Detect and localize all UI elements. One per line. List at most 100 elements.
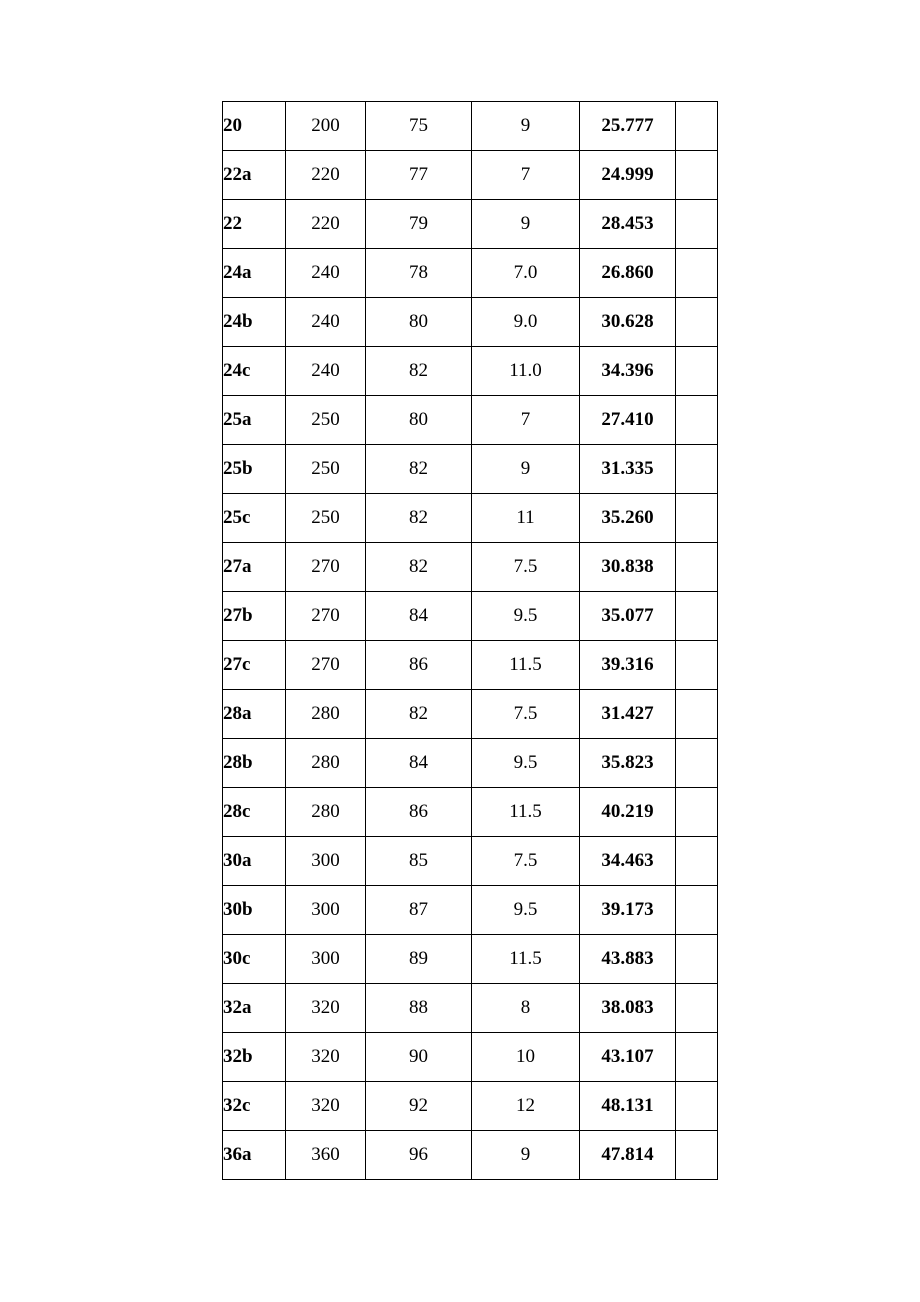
table-row: 27b270849.535.077 [223, 592, 718, 641]
table-cell: 31.335 [580, 445, 676, 494]
table-cell: 40.219 [580, 788, 676, 837]
table-cell: 25c [223, 494, 286, 543]
table-cell: 280 [286, 690, 366, 739]
table-cell: 9 [472, 200, 580, 249]
table-cell [676, 1131, 718, 1180]
table-row: 24c2408211.034.396 [223, 347, 718, 396]
table-cell: 92 [366, 1082, 472, 1131]
table-cell: 86 [366, 641, 472, 690]
table-cell: 12 [472, 1082, 580, 1131]
page: 2020075925.77722a22077724.9992222079928.… [0, 0, 920, 1302]
table-row: 32a32088838.083 [223, 984, 718, 1033]
table-cell: 96 [366, 1131, 472, 1180]
table-cell: 39.173 [580, 886, 676, 935]
table-cell: 270 [286, 543, 366, 592]
table-cell [676, 837, 718, 886]
table-cell: 26.860 [580, 249, 676, 298]
table-cell [676, 641, 718, 690]
table-cell: 28a [223, 690, 286, 739]
table-cell: 320 [286, 1082, 366, 1131]
table-cell [676, 445, 718, 494]
table-cell: 39.316 [580, 641, 676, 690]
table-cell: 47.814 [580, 1131, 676, 1180]
table-cell: 31.427 [580, 690, 676, 739]
table-row: 2222079928.453 [223, 200, 718, 249]
table-cell: 240 [286, 298, 366, 347]
table-row: 30b300879.539.173 [223, 886, 718, 935]
table-cell: 27.410 [580, 396, 676, 445]
table-row: 28b280849.535.823 [223, 739, 718, 788]
table-cell: 75 [366, 102, 472, 151]
table-row: 27a270827.530.838 [223, 543, 718, 592]
table-row: 24b240809.030.628 [223, 298, 718, 347]
table-cell: 7.0 [472, 249, 580, 298]
table-cell [676, 298, 718, 347]
table-cell: 82 [366, 347, 472, 396]
table-cell: 24c [223, 347, 286, 396]
table-cell: 28.453 [580, 200, 676, 249]
table-cell: 24b [223, 298, 286, 347]
table-cell: 250 [286, 396, 366, 445]
table-cell [676, 543, 718, 592]
table-cell: 300 [286, 886, 366, 935]
table-cell: 35.823 [580, 739, 676, 788]
table-cell: 30a [223, 837, 286, 886]
table-cell: 280 [286, 788, 366, 837]
table-cell: 25b [223, 445, 286, 494]
table-cell: 27b [223, 592, 286, 641]
table-cell: 48.131 [580, 1082, 676, 1131]
table-cell: 82 [366, 494, 472, 543]
table-row: 25b25082931.335 [223, 445, 718, 494]
table-row: 30a300857.534.463 [223, 837, 718, 886]
data-table: 2020075925.77722a22077724.9992222079928.… [222, 101, 718, 1180]
table-cell: 34.463 [580, 837, 676, 886]
table-cell: 32b [223, 1033, 286, 1082]
table-cell: 30c [223, 935, 286, 984]
table-row: 24a240787.026.860 [223, 249, 718, 298]
table-cell: 11.5 [472, 788, 580, 837]
table-cell: 30.838 [580, 543, 676, 592]
table-cell: 320 [286, 984, 366, 1033]
table-cell: 24.999 [580, 151, 676, 200]
table-row: 27c2708611.539.316 [223, 641, 718, 690]
table-cell: 38.083 [580, 984, 676, 1033]
table-cell: 20 [223, 102, 286, 151]
table-cell: 28b [223, 739, 286, 788]
table-cell: 35.260 [580, 494, 676, 543]
table-cell: 240 [286, 347, 366, 396]
table-cell: 10 [472, 1033, 580, 1082]
table-cell [676, 396, 718, 445]
table-cell [676, 1033, 718, 1082]
table-cell [676, 494, 718, 543]
table-cell: 34.396 [580, 347, 676, 396]
table-row: 2020075925.777 [223, 102, 718, 151]
table-cell: 300 [286, 935, 366, 984]
table-cell [676, 200, 718, 249]
table-cell [676, 739, 718, 788]
table-cell: 11.0 [472, 347, 580, 396]
table-row: 28a280827.531.427 [223, 690, 718, 739]
table-cell [676, 249, 718, 298]
table-cell [676, 347, 718, 396]
table-cell: 9.5 [472, 739, 580, 788]
table-cell: 80 [366, 396, 472, 445]
table-row: 30c3008911.543.883 [223, 935, 718, 984]
table-cell [676, 151, 718, 200]
table-cell: 270 [286, 641, 366, 690]
table-cell: 7.5 [472, 837, 580, 886]
table-cell: 7 [472, 151, 580, 200]
table-cell: 79 [366, 200, 472, 249]
table-cell: 89 [366, 935, 472, 984]
table-cell: 30.628 [580, 298, 676, 347]
table-cell: 27c [223, 641, 286, 690]
table-cell: 320 [286, 1033, 366, 1082]
table-cell [676, 788, 718, 837]
table-cell: 200 [286, 102, 366, 151]
table-cell: 28c [223, 788, 286, 837]
table-cell: 9.5 [472, 886, 580, 935]
table-cell [676, 886, 718, 935]
table-row: 36a36096947.814 [223, 1131, 718, 1180]
table-cell: 9 [472, 102, 580, 151]
table-row: 25c250821135.260 [223, 494, 718, 543]
table-cell: 270 [286, 592, 366, 641]
